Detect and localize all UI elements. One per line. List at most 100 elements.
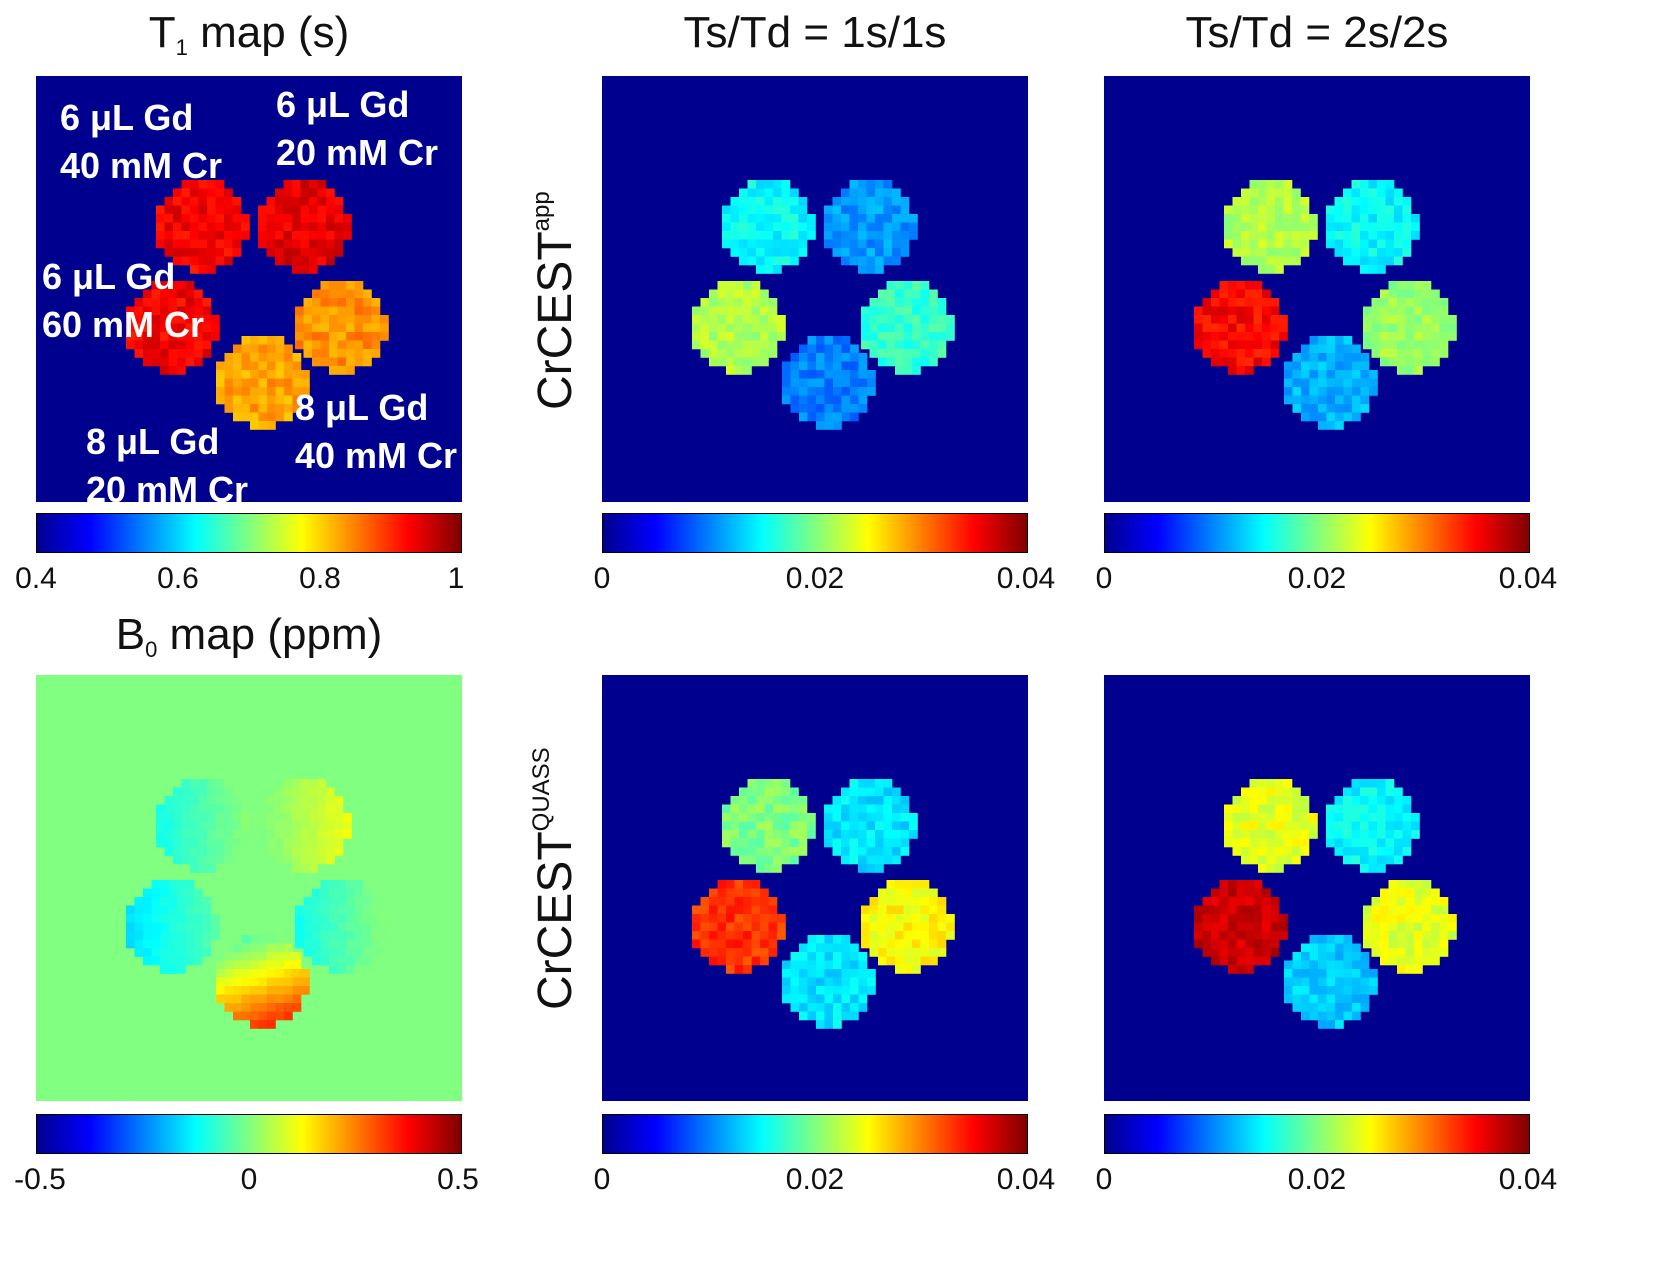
heatmap-pixel <box>215 813 225 822</box>
heatmap-pixel <box>1266 804 1276 814</box>
heatmap-pixel <box>878 897 887 906</box>
heatmap-pixel <box>354 349 364 358</box>
heatmap-pixel <box>895 922 904 932</box>
heatmap-pixel <box>168 914 178 923</box>
heatmap-pixel <box>134 340 144 350</box>
heatmap-pixel <box>1394 248 1403 257</box>
heatmap-pixel <box>1202 349 1212 358</box>
heatmap-pixel <box>1211 905 1220 915</box>
heatmap-pixel <box>756 855 765 865</box>
crcest-tick-label: 0.04 <box>996 1163 1056 1196</box>
heatmap-pixel <box>1352 387 1361 396</box>
heatmap-pixel <box>1202 315 1212 324</box>
heatmap-pixel <box>866 197 876 206</box>
heatmap-pixel <box>756 205 765 215</box>
heatmap-pixel <box>1343 205 1352 215</box>
t1-tick-label: 0.4 <box>15 562 57 595</box>
heatmap-pixel <box>841 1003 851 1012</box>
heatmap-pixel <box>1439 931 1449 940</box>
heatmap-pixel <box>1300 830 1310 839</box>
heatmap-pixel <box>207 197 216 206</box>
heatmap-pixel <box>1335 361 1344 371</box>
heatmap-pixel <box>1292 404 1302 413</box>
heatmap-pixel <box>892 830 901 839</box>
heatmap-pixel <box>164 248 174 257</box>
heatmap-pixel <box>1236 965 1246 974</box>
heatmap-pixel <box>250 370 259 379</box>
heatmap-pixel <box>866 214 876 223</box>
heatmap-pixel <box>900 214 910 223</box>
heatmap-pixel <box>1228 349 1237 358</box>
heatmap-pixel <box>1397 349 1406 358</box>
crcest-tick-label: 0 <box>593 562 611 595</box>
heatmap-pixel <box>329 922 338 932</box>
heatmap-background <box>36 675 462 1101</box>
heatmap-pixel <box>692 323 701 333</box>
heatmap-pixel <box>1343 197 1352 206</box>
heatmap-pixel <box>768 306 778 316</box>
heatmap-pixel <box>300 205 310 215</box>
heatmap-pixel <box>283 813 293 822</box>
heatmap-pixel <box>773 787 782 797</box>
heatmap-pixel <box>1275 787 1284 797</box>
heatmap-pixel <box>320 956 330 966</box>
heatmap-pixel <box>895 357 904 367</box>
heatmap-pixel <box>841 353 851 362</box>
heatmap-pixel <box>337 931 347 940</box>
heatmap-pixel <box>726 357 735 367</box>
heatmap-pixel <box>747 804 757 814</box>
heatmap-pixel <box>1270 298 1280 307</box>
heatmap-pixel <box>1343 214 1352 223</box>
heatmap-pixel <box>292 796 301 805</box>
heatmap-pixel <box>866 248 876 257</box>
heatmap-pixel <box>177 965 186 974</box>
heatmap-pixel <box>886 914 896 923</box>
heatmap-pixel <box>1352 361 1361 371</box>
heatmap-pixel <box>850 361 859 371</box>
heatmap-pixel <box>232 222 242 232</box>
heatmap-pixel <box>1258 830 1267 839</box>
heatmap-pixel <box>1292 378 1302 388</box>
heatmap-pixel <box>1360 986 1370 995</box>
heatmap-pixel <box>1405 965 1415 974</box>
heatmap-pixel <box>1318 1003 1327 1012</box>
heatmap-pixel <box>173 847 182 856</box>
heatmap-pixel <box>241 952 251 961</box>
heatmap-pixel <box>1414 349 1423 358</box>
heatmap-pixel <box>283 855 293 865</box>
heatmap-pixel <box>181 779 191 788</box>
heatmap-pixel <box>1266 855 1276 865</box>
heatmap-pixel <box>739 838 748 848</box>
heatmap-pixel <box>207 830 216 839</box>
heatmap-pixel <box>895 931 904 940</box>
heatmap-pixel <box>841 361 851 371</box>
heatmap-pixel <box>185 289 195 299</box>
heatmap-pixel <box>241 969 251 978</box>
heatmap-pixel <box>151 357 161 367</box>
heatmap-pixel <box>1275 205 1284 215</box>
heatmap-pixel <box>168 298 178 307</box>
heatmap-pixel <box>134 306 144 316</box>
heatmap-pixel <box>717 357 727 367</box>
phantom-tube <box>1284 935 1378 1029</box>
heatmap-pixel <box>300 821 310 831</box>
heatmap-pixel <box>751 298 761 307</box>
heatmap-pixel <box>1343 847 1352 856</box>
heatmap-pixel <box>303 948 313 957</box>
heatmap-pixel <box>739 197 748 206</box>
heatmap-pixel <box>760 298 769 307</box>
heatmap-pixel <box>781 188 791 198</box>
heatmap-pixel <box>371 315 381 324</box>
heatmap-pixel <box>1394 222 1403 232</box>
heatmap-pixel <box>1275 838 1284 848</box>
heatmap-pixel <box>295 914 304 923</box>
heatmap-pixel <box>858 821 867 831</box>
heatmap-pixel <box>841 395 851 405</box>
heatmap-pixel <box>1422 289 1432 299</box>
heatmap-pixel <box>224 395 234 405</box>
heatmap-pixel <box>284 395 293 405</box>
heatmap-pixel <box>883 813 893 822</box>
heatmap-pixel <box>1301 344 1310 354</box>
heatmap-pixel <box>816 412 825 422</box>
heatmap-pixel <box>751 897 761 906</box>
